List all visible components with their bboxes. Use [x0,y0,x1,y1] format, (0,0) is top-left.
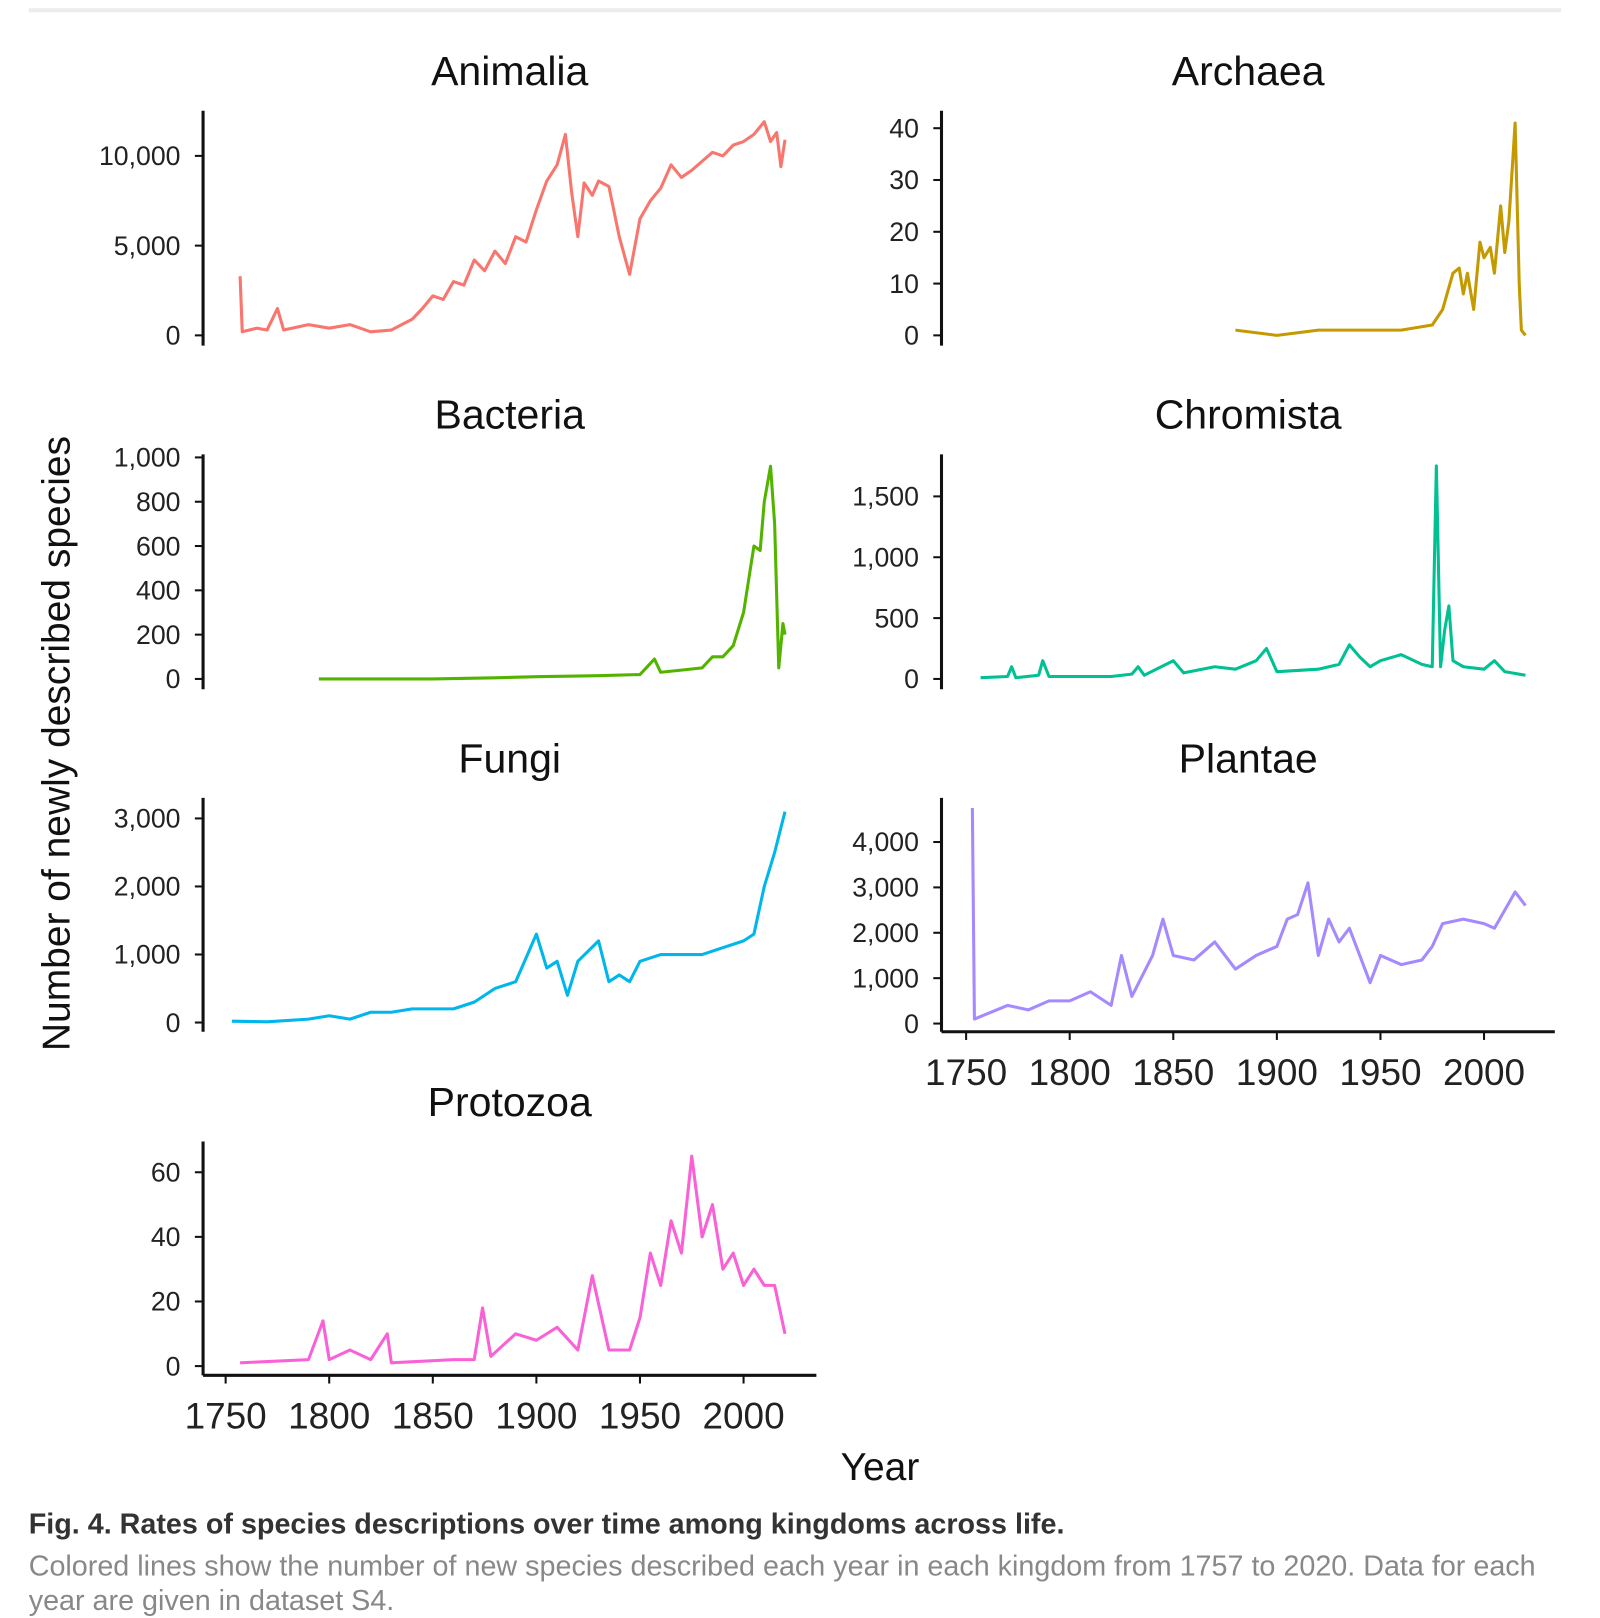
plantae-x-tick-label: 1950 [1339,1052,1421,1093]
fungi-series-line [231,811,787,1024]
bacteria-y-tick-label: 800 [136,487,180,517]
plantae-y-tick-label: 1,000 [852,963,919,993]
animalia-y-tick-label: 10,000 [99,141,181,171]
protozoa-x-tick-label: 2000 [703,1396,785,1437]
chromista-y-tick-label: 1,500 [852,482,919,512]
archaea-y-tick-label: 40 [889,113,919,143]
bacteria-y-tick-label: 200 [136,620,180,650]
plantae-x-tick-label: 1900 [1236,1052,1318,1093]
protozoa-y-tick-label: 0 [166,1351,181,1381]
bacteria-y-tick-label: 1,000 [114,443,181,473]
protozoa-x-tick-label: 1800 [288,1396,370,1437]
plantae-y-tick-label: 4,000 [852,827,919,857]
bacteria-series-line [318,464,787,681]
animalia-panel-title: Animalia [431,48,588,94]
fungi-y-tick-label: 1,000 [114,940,181,970]
x-axis-label: Year [841,1446,920,1489]
plantae-panel-title: Plantae [1179,735,1318,781]
archaea-series-line [1235,121,1527,337]
archaea-panel-title: Archaea [1172,48,1325,94]
protozoa-x-tick-label: 1750 [185,1396,267,1437]
chromista-series-line [980,464,1526,680]
chromista-y-tick-label: 500 [874,603,918,633]
plantae-y-tick-label: 0 [904,1009,919,1039]
chromista-y-tick-label: 1,000 [852,542,919,572]
y-axis-label: Number of newly described species [36,436,79,1051]
bacteria-y-tick-label: 0 [166,664,181,694]
plantae-x-tick-label: 1750 [925,1052,1007,1093]
chromista-panel-title: Chromista [1155,392,1342,438]
caption-title: Fig. 4. Rates of species descriptions ov… [28,1507,1065,1540]
protozoa-y-tick-label: 40 [151,1222,181,1252]
protozoa-x-tick-label: 1850 [392,1396,474,1437]
animalia-series-line [238,120,787,334]
archaea-y-tick-label: 10 [889,269,919,299]
bacteria-panel-title: Bacteria [434,392,585,438]
chromista-y-tick-label: 0 [904,664,919,694]
fungi-y-tick-label: 2,000 [114,872,181,902]
plantae-x-tick-label: 2000 [1443,1052,1525,1093]
plantae-series-line [970,807,1527,1021]
plantae-y-tick-label: 3,000 [852,873,919,903]
fungi-panel-title: Fungi [458,735,561,781]
plantae-y-tick-label: 2,000 [852,918,919,948]
animalia-y-tick-label: 0 [166,321,181,351]
caption-text: Colored lines show the number of new spe… [28,1549,1536,1617]
protozoa-x-tick-label: 1900 [495,1396,577,1437]
protozoa-series-line [240,1154,787,1365]
protozoa-x-tick-label: 1950 [599,1396,681,1437]
faceted-line-chart: Number of newly described species Year A… [36,48,1555,1489]
divider [28,8,1561,13]
fungi-y-tick-label: 3,000 [114,804,181,834]
bacteria-y-tick-label: 400 [136,576,180,606]
protozoa-panel-title: Protozoa [428,1079,592,1125]
protozoa-y-tick-label: 20 [151,1287,181,1317]
animalia-y-tick-label: 5,000 [114,231,181,261]
protozoa-y-tick-label: 60 [151,1157,181,1187]
fungi-y-tick-label: 0 [166,1008,181,1038]
figure-caption: Fig. 4. Rates of species descriptions ov… [29,1508,1567,1618]
archaea-y-tick-label: 0 [904,321,919,351]
plantae-x-tick-label: 1850 [1132,1052,1214,1093]
plantae-x-tick-label: 1800 [1029,1052,1111,1093]
bacteria-y-tick-label: 600 [136,531,180,561]
archaea-y-tick-label: 30 [889,165,919,195]
archaea-y-tick-label: 20 [889,217,919,247]
